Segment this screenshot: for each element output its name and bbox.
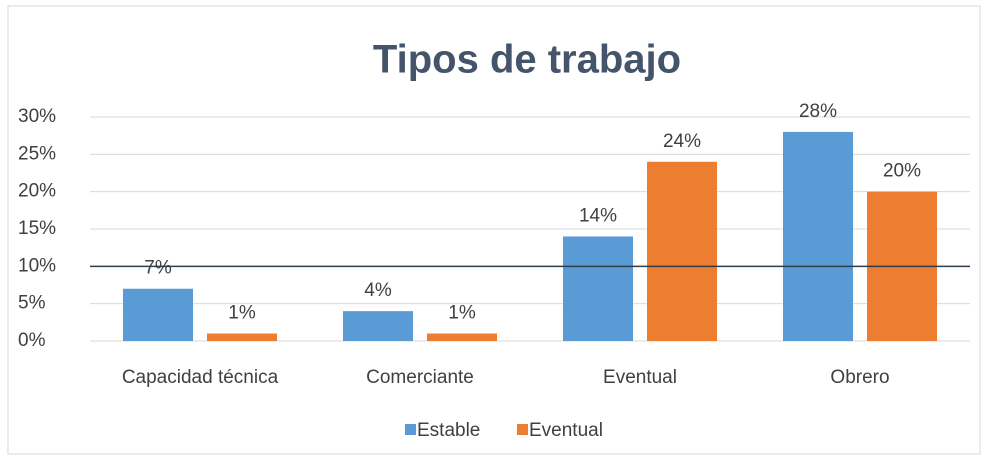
value-label: 1% <box>448 303 476 324</box>
legend-swatch <box>405 424 416 435</box>
y-tick-label: 25% <box>18 143 56 164</box>
bar <box>647 161 717 341</box>
chart-title: Tipos de trabajo <box>373 38 681 82</box>
value-label: 28% <box>799 101 837 122</box>
y-tick-label: 5% <box>18 293 46 314</box>
y-tick-label: 0% <box>18 330 46 351</box>
value-label: 7% <box>144 258 172 279</box>
value-label: 24% <box>663 131 701 152</box>
bar <box>207 333 277 341</box>
bar <box>783 131 853 341</box>
bar <box>563 236 633 341</box>
bar <box>427 333 497 341</box>
bar <box>343 311 413 341</box>
y-tick-label: 15% <box>18 218 56 239</box>
y-tick-label: 30% <box>18 106 56 127</box>
value-label: 4% <box>364 280 392 301</box>
value-label: 1% <box>228 303 256 324</box>
legend-swatch <box>517 424 528 435</box>
legend-label: Eventual <box>529 420 603 441</box>
bar <box>123 288 193 341</box>
legend-label: Estable <box>417 420 480 441</box>
value-label: 14% <box>579 205 617 226</box>
value-label: 20% <box>883 161 921 182</box>
y-tick-label: 10% <box>18 255 56 276</box>
y-tick-label: 20% <box>18 181 56 202</box>
x-tick-label: Comerciante <box>366 367 474 388</box>
x-tick-label: Obrero <box>830 367 889 388</box>
x-tick-label: Capacidad técnica <box>122 367 279 388</box>
x-tick-label: Eventual <box>603 367 677 388</box>
